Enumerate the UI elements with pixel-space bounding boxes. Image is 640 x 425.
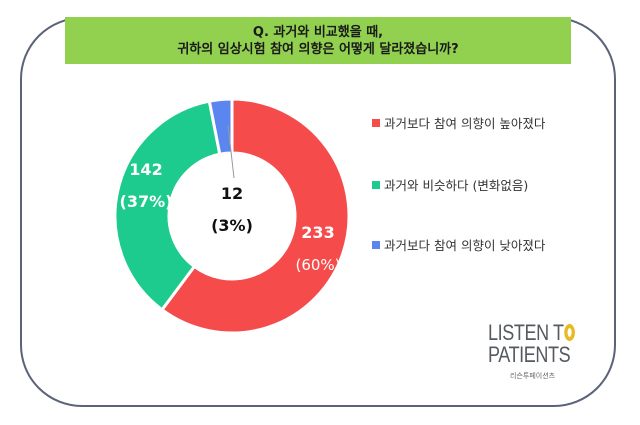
legend-swatch-red: [372, 118, 380, 127]
slice-label-higher-value: 233: [301, 223, 335, 242]
slice-label-lower-percent: (3%): [211, 216, 253, 235]
legend-swatch-blue: [372, 240, 380, 249]
question-line-1: Q. 과거와 비교했을 때,: [252, 24, 384, 40]
logo-korean: 리슨투페이션츠: [510, 372, 556, 380]
slice-label-lower-value: 12: [220, 184, 244, 203]
slice-label-same-percent: (37%): [119, 192, 173, 211]
legend-label: 과거보다 참여 의향이 높아졌다: [384, 116, 546, 131]
legend-item-higher: 과거보다 참여 의향이 높아졌다: [372, 113, 545, 132]
listen-to-patients-logo: LISTEN T PATIENTS 리슨투페이션츠: [488, 322, 608, 381]
slice-lower: [207, 97, 234, 156]
slice-higher: [159, 97, 351, 335]
slice-label-higher-percent: (60%): [295, 256, 341, 274]
logo-o-icon: [564, 324, 576, 341]
leader-line: [227, 124, 235, 179]
legend-item-same: 과거와 비슷하다 (변화없음): [372, 175, 528, 194]
legend-label: 과거보다 참여 의향이 낮아졌다: [384, 238, 546, 253]
legend-item-lower: 과거보다 참여 의향이 낮아졌다: [372, 235, 545, 254]
legend-swatch-green: [372, 180, 380, 189]
question-banner: Q. 과거와 비교했을 때, 귀하의 임상시험 참여 의향은 어떻게 달라졌습니…: [65, 17, 571, 64]
logo-line-1: LISTEN T: [488, 322, 586, 344]
slice-label-same-value: 142: [129, 160, 163, 179]
logo-line-2: PATIENTS: [488, 342, 571, 367]
legend-label: 과거와 비슷하다 (변화없음): [384, 178, 529, 193]
slice-same: [113, 99, 222, 312]
question-line-2: 귀하의 임상시험 참여 의향은 어떻게 달라졌습니까?: [177, 41, 459, 57]
